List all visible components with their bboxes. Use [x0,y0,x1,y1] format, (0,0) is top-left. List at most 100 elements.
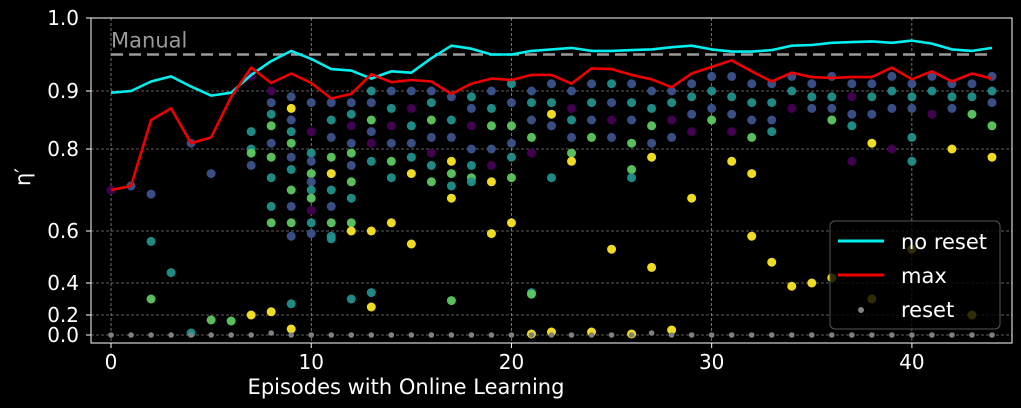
x-axis-label: Episodes with Online Learning [248,375,565,399]
trial-point [747,231,757,241]
trial-point [326,201,336,211]
reset-point [748,332,755,338]
trial-point [767,257,777,267]
reset-point [708,332,715,338]
trial-point [326,169,336,179]
trial-point [847,121,857,131]
trial-point [306,98,316,108]
trial-point [246,127,256,137]
trial-point [286,127,296,137]
reset-point [428,332,435,338]
trial-point [867,109,877,119]
reset-point [949,332,955,338]
reset-point [849,332,855,338]
trial-point [286,92,296,102]
reset-point [668,332,675,338]
reset-point [648,330,655,336]
trial-point [667,98,677,108]
trial-point [907,79,917,89]
trial-point [587,98,597,108]
trial-point [146,236,156,246]
trial-point [326,218,336,228]
trial-point [406,103,416,113]
trial-point [907,103,917,113]
trial-point [266,218,276,228]
trial-point [326,185,336,195]
trial-point [667,325,677,335]
trial-point [827,115,837,125]
reset-point [768,332,775,338]
trial-point [747,98,757,108]
trial-point [466,144,476,154]
reset-point [448,332,455,338]
trial-point [987,86,997,96]
trial-point [346,177,356,187]
reset-series [108,330,995,338]
trial-point [547,173,556,183]
trial-point [286,231,296,241]
trial-point [286,201,296,211]
trial-point [747,115,757,125]
trial-point [767,98,777,108]
trial-point [526,289,536,299]
trial-point [707,103,717,113]
trial-point [286,115,296,125]
trial-point [767,115,777,125]
trial-point [727,92,737,102]
trial-point [687,193,697,203]
trial-point [506,98,516,108]
trial-point [286,185,296,195]
trial-point [967,92,977,102]
trial-point [727,71,737,81]
trial-point [146,294,156,304]
trial-point [907,156,917,166]
trial-point [887,103,897,113]
y-axis-label: η′ [11,168,35,186]
trial-point [286,218,296,228]
trial-point [386,103,396,113]
reset-point [588,332,595,338]
trial-point [547,121,556,131]
trial-point [607,244,617,254]
y-tick-label: 0.9 [47,79,79,103]
reset-point [889,332,895,338]
trial-point [446,115,456,125]
trial-point [667,86,677,96]
trial-point [506,173,516,183]
trial-point [266,201,276,211]
trial-point [366,226,376,236]
y-tick-label: 0.0 [47,323,79,347]
trial-point [206,315,216,325]
trial-point [306,193,316,203]
trial-point [647,86,657,96]
trial-point [627,138,637,148]
x-tick-label: 40 [899,350,924,374]
trial-point [627,173,637,183]
trial-point [807,79,817,89]
trial-point [907,92,917,102]
trial-point [286,103,296,113]
reset-point [728,332,735,338]
trial-point [526,148,536,158]
trial-point [967,109,977,119]
trial-point [587,115,597,125]
reset-point [869,332,875,338]
trial-point [246,310,256,320]
trial-point [827,92,837,102]
reset-point [989,332,995,338]
trial-point [486,86,496,96]
trial-point [867,92,877,102]
trial-point [366,302,376,312]
trial-point [506,79,516,89]
trial-point [466,160,476,170]
trial-point [306,177,316,187]
trial-point [386,156,396,166]
trial-point [707,71,717,81]
trial-point [526,86,536,96]
trial-point [486,103,496,113]
trial-point [627,165,637,174]
trial-point [246,148,256,158]
y-tick-label: 0.8 [47,137,79,161]
trial-point [306,206,316,215]
